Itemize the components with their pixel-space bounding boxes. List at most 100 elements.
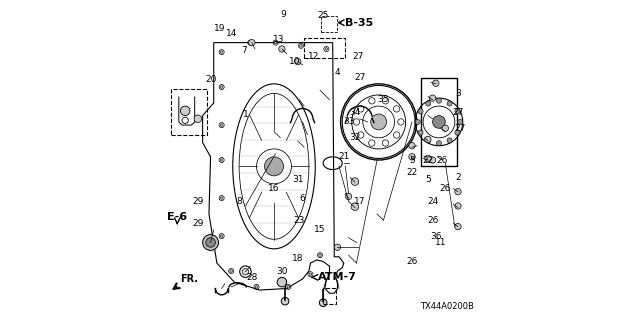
Circle shape: [351, 178, 358, 185]
Circle shape: [255, 286, 258, 288]
Text: 32: 32: [349, 133, 360, 142]
Circle shape: [325, 48, 328, 50]
Circle shape: [429, 95, 436, 101]
Circle shape: [294, 59, 301, 65]
Text: 28: 28: [246, 273, 257, 282]
Circle shape: [425, 155, 431, 162]
Text: FR.: FR.: [180, 274, 198, 284]
Circle shape: [426, 101, 431, 106]
Text: 6: 6: [300, 194, 305, 203]
Circle shape: [220, 159, 223, 161]
Circle shape: [275, 41, 277, 44]
Text: B-35: B-35: [346, 18, 374, 28]
Text: 5: 5: [425, 174, 431, 184]
Circle shape: [426, 138, 431, 143]
Circle shape: [282, 297, 289, 305]
Circle shape: [455, 130, 460, 135]
Text: 34: 34: [349, 108, 360, 117]
Circle shape: [277, 277, 287, 287]
Text: 20: 20: [205, 75, 216, 84]
Text: E-6: E-6: [167, 212, 188, 222]
Text: 26: 26: [436, 156, 448, 164]
Circle shape: [418, 130, 423, 135]
Circle shape: [300, 44, 302, 47]
Text: 19: 19: [214, 24, 226, 33]
Text: 27: 27: [354, 73, 365, 82]
Text: 26: 26: [406, 257, 418, 266]
Text: 27: 27: [452, 108, 463, 117]
Text: 22: 22: [422, 156, 433, 164]
Circle shape: [415, 119, 420, 124]
Text: 36: 36: [430, 232, 442, 241]
Circle shape: [442, 125, 449, 132]
Text: 10: 10: [289, 57, 300, 66]
Text: 11: 11: [435, 238, 446, 247]
Circle shape: [319, 299, 327, 307]
Circle shape: [230, 270, 232, 272]
Text: 5: 5: [409, 156, 415, 164]
Text: 4: 4: [335, 68, 340, 77]
Text: 1: 1: [243, 109, 248, 118]
Circle shape: [287, 286, 289, 288]
Text: 17: 17: [354, 197, 365, 206]
Text: 16: 16: [268, 184, 280, 193]
Circle shape: [206, 238, 215, 247]
Text: 29: 29: [192, 219, 204, 228]
Text: 9: 9: [281, 10, 286, 19]
Circle shape: [455, 203, 461, 209]
Text: 21: 21: [338, 152, 349, 161]
Text: 27: 27: [353, 52, 364, 61]
Circle shape: [433, 116, 445, 128]
Text: 13: 13: [273, 35, 285, 44]
Circle shape: [319, 254, 321, 256]
Circle shape: [409, 142, 415, 149]
Circle shape: [455, 223, 461, 230]
Circle shape: [429, 157, 436, 163]
Text: 24: 24: [427, 197, 438, 206]
Circle shape: [220, 51, 223, 53]
Circle shape: [436, 141, 442, 146]
Text: 8: 8: [236, 197, 242, 206]
Text: 23: 23: [294, 216, 305, 225]
Text: 18: 18: [292, 254, 303, 263]
Text: 15: 15: [314, 225, 326, 234]
Circle shape: [418, 109, 423, 114]
Text: 30: 30: [276, 267, 288, 276]
Text: 2: 2: [455, 173, 461, 182]
Text: 14: 14: [225, 28, 237, 38]
Circle shape: [220, 235, 223, 237]
Circle shape: [203, 235, 218, 251]
Circle shape: [447, 101, 452, 106]
Circle shape: [455, 109, 460, 114]
Text: 22: 22: [406, 168, 418, 177]
Circle shape: [455, 188, 461, 195]
Circle shape: [371, 114, 387, 130]
Circle shape: [334, 244, 340, 251]
Text: 35: 35: [378, 95, 389, 104]
Circle shape: [409, 154, 415, 160]
Text: 3: 3: [455, 89, 461, 98]
Text: ATM-7: ATM-7: [318, 272, 356, 282]
Circle shape: [194, 115, 202, 123]
Circle shape: [436, 98, 442, 103]
Text: 25: 25: [317, 11, 329, 20]
Circle shape: [309, 273, 312, 276]
Circle shape: [220, 86, 223, 88]
Circle shape: [346, 193, 352, 200]
Text: 26: 26: [427, 216, 438, 225]
Circle shape: [447, 138, 452, 143]
Circle shape: [243, 268, 248, 275]
Circle shape: [433, 80, 439, 86]
Text: 33: 33: [343, 117, 355, 126]
Circle shape: [220, 197, 223, 199]
Circle shape: [279, 46, 285, 52]
Text: 31: 31: [292, 174, 303, 184]
Circle shape: [249, 41, 252, 44]
Text: 7: 7: [241, 46, 247, 55]
Circle shape: [264, 157, 284, 176]
Circle shape: [248, 39, 255, 46]
Circle shape: [425, 136, 431, 142]
Circle shape: [180, 106, 190, 116]
Text: TX44A0200B: TX44A0200B: [420, 302, 474, 311]
Circle shape: [220, 124, 223, 126]
